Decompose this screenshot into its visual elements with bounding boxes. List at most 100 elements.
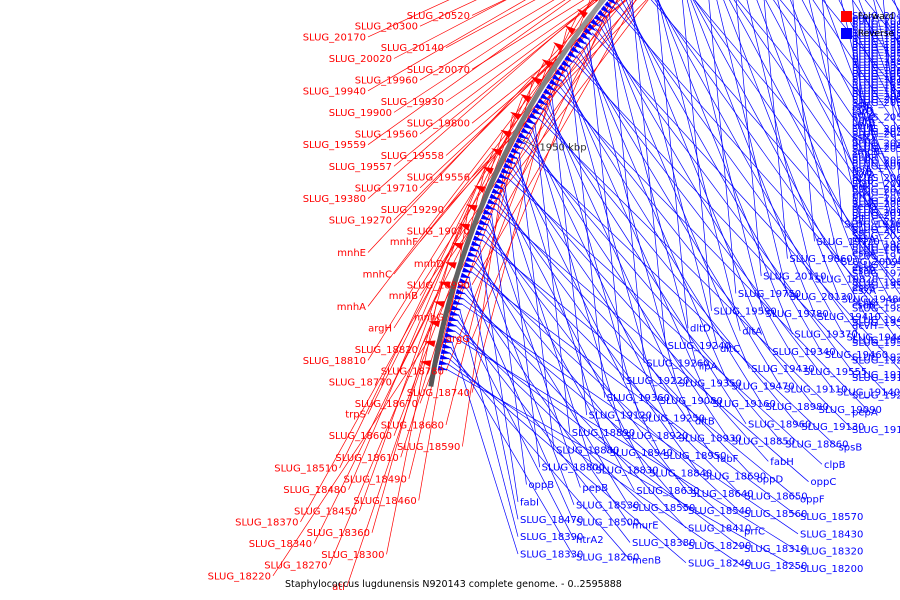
reverse-connector — [852, 0, 900, 73]
reverse-gene-label-slug-20600: SLUG_20600 — [852, 159, 900, 170]
reverse-connector — [777, 0, 840, 262]
reverse-gene-label-slug-20100: SLUG_20100 — [852, 179, 900, 190]
reverse-gene-label-oppb: oppB — [528, 480, 554, 491]
reverse-gene-label-slug-18290: SLUG_18290 — [688, 541, 751, 552]
reverse-gene-label-slug-20150: SLUG_20150 — [852, 17, 900, 28]
forward-connector — [367, 0, 526, 92]
reverse-gene-label-slug-19550: SLUG_19550 — [852, 40, 900, 51]
reverse-gene-feature — [474, 230, 486, 236]
reverse-gene-label-gcvh: gcvH — [852, 321, 877, 332]
reverse-connector — [708, 0, 737, 294]
reverse-gene-label-slug-18800: SLUG_18800 — [542, 463, 605, 474]
forward-gene-label-slug-18460: SLUG_18460 — [353, 496, 416, 507]
reverse-connector — [537, 117, 853, 430]
reverse-gene-feature — [537, 98, 548, 106]
reverse-gene-label-mure: murE — [632, 521, 659, 532]
reverse-gene-feature — [455, 288, 466, 295]
reverse-gene-label-uvrb: uvrB — [852, 118, 875, 129]
reverse-gene-label-smpb: smpB — [852, 147, 880, 158]
reverse-gene-label-slug-18970: SLUG_18970 — [852, 78, 900, 89]
forward-gene-feature — [510, 111, 522, 121]
reverse-gene-label-slug-20130: SLUG_20130 — [790, 292, 853, 303]
reverse-connector — [509, 171, 769, 462]
reverse-connector — [620, 0, 824, 355]
forward-gene-label-slug-18740: SLUG_18740 — [407, 388, 470, 399]
reverse-gene-feature — [480, 214, 492, 221]
forward-gene-label-slug-19900: SLUG_19900 — [329, 108, 392, 119]
reverse-gene-label-slug-19540: SLUG_19540 — [852, 72, 900, 83]
reverse-connector — [572, 60, 889, 396]
forward-gene-label-slug-19557: SLUG_19557 — [329, 162, 392, 173]
reverse-gene-label-slug-19610: SLUG_19610 — [852, 34, 900, 45]
reverse-connector — [489, 218, 581, 488]
reverse-gene-label-eno: eno — [852, 150, 871, 161]
reverse-connector — [756, 0, 865, 282]
reverse-gene-label-slug-19530: SLUG_19530 — [852, 43, 900, 54]
reverse-gene-label-slug-19080: SLUG_19080 — [660, 396, 723, 407]
reverse-gene-label-dltd: dltD — [690, 324, 711, 335]
reverse-gene-label-slug-20480: SLUG_20480 — [852, 130, 900, 141]
forward-gene-label-slug-19070: SLUG_19070 — [407, 226, 470, 237]
reverse-gene-feature — [467, 251, 478, 257]
reverse-gene-label-slug-19860: SLUG_19860 — [789, 254, 852, 265]
reverse-gene-label-slug-19440: SLUG_19440 — [847, 332, 900, 343]
forward-gene-label-slug-18220: SLUG_18220 — [208, 571, 271, 582]
reverse-gene-feature — [439, 354, 451, 360]
reverse-gene-label-esaa: esaA — [852, 248, 876, 259]
reverse-connector — [657, 0, 741, 332]
reverse-connector — [615, 1, 876, 358]
reverse-gene-feature — [478, 219, 489, 226]
reverse-gene-label-oppc: oppC — [811, 477, 837, 488]
reverse-connector — [449, 352, 631, 561]
forward-connector — [471, 0, 647, 178]
reverse-gene-label-slug-18560: SLUG_18560 — [744, 509, 807, 520]
reverse-gene-label-slug-18320: SLUG_18320 — [800, 547, 863, 558]
reverse-gene-label-slug-20160: SLUG_20160 — [852, 208, 900, 219]
reverse-gene-label-slug-20080: SLUG_20080 — [852, 225, 900, 236]
reverse-gene-label-slug-19910: SLUG_19910 — [852, 23, 900, 34]
forward-connector — [419, 0, 626, 242]
reverse-gene-label-dltb: dltB — [695, 416, 715, 427]
forward-connector — [367, 62, 545, 415]
reverse-gene-feature — [452, 299, 463, 305]
reverse-connector — [523, 141, 784, 445]
reverse-gene-feature — [558, 64, 568, 73]
reverse-gene-feature — [438, 360, 449, 365]
reverse-gene-label-slug-19150: SLUG_19150 — [852, 370, 900, 381]
reverse-gene-label-slug-20500: SLUG_20500 — [852, 144, 900, 155]
reverse-gene-feature — [458, 278, 470, 284]
forward-gene-label-slug-18610: SLUG_18610 — [335, 453, 398, 464]
forward-connector — [471, 0, 637, 286]
forward-gene-label-mnha: mnhA — [337, 302, 366, 313]
forward-gene-label-slug-19380: SLUG_19380 — [303, 194, 366, 205]
reverse-swatch — [840, 28, 852, 39]
reverse-gene-feature — [528, 112, 539, 120]
reverse-connector — [598, 23, 803, 372]
reverse-gene-label-slug-19220: SLUG_19220 — [626, 376, 689, 387]
reverse-gene-label-slug-20510: SLUG_20510 — [852, 98, 900, 109]
reverse-gene-label-slug-19840: SLUG_19840 — [852, 28, 900, 39]
reverse-gene-label-slug-19110: SLUG_19110 — [784, 385, 847, 396]
forward-connector — [348, 187, 477, 490]
reverse-gene-label-slug-18430: SLUG_18430 — [800, 529, 863, 540]
forward-gene-label-slug-20170: SLUG_20170 — [303, 32, 366, 43]
reverse-gene-label-slug-19250: SLUG_19250 — [642, 413, 705, 424]
reverse-connector — [526, 136, 731, 442]
reverse-connector — [569, 64, 606, 398]
reverse-gene-label-slug-18860: SLUG_18860 — [785, 440, 848, 451]
reverse-connector — [773, 0, 900, 188]
legend: Forward Reverse — [840, 8, 894, 42]
reverse-gene-label-fabi: fabI — [520, 497, 539, 508]
forward-gene-label-atl: atl — [332, 582, 345, 593]
reverse-gene-label-slug-18690: SLUG_18690 — [703, 471, 766, 482]
reverse-gene-label-slug-19551: SLUG_19551 — [852, 277, 900, 288]
reverse-gene-label-slug-19810: SLUG_19810 — [852, 240, 900, 251]
reverse-gene-feature — [496, 178, 507, 185]
forward-connector — [367, 0, 593, 361]
reverse-gene-feature — [515, 137, 526, 145]
reverse-gene-label-esxa: esxA — [852, 286, 876, 297]
reverse-gene-label-essb: essB — [852, 283, 876, 294]
forward-gene-label-mnhd: mnhD — [414, 259, 444, 270]
reverse-connector — [822, 0, 843, 224]
